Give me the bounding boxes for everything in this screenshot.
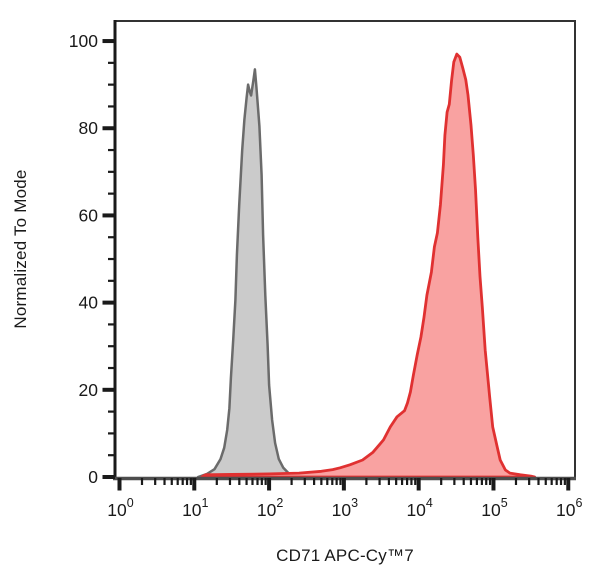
x-axis-title: CD71 APC-Cy™7 [276, 546, 414, 565]
y-axis-title: Normalized To Mode [11, 169, 30, 329]
y-tick-label: 60 [79, 205, 99, 225]
y-tick-label: 80 [79, 118, 99, 138]
y-tick-label: 20 [79, 380, 99, 400]
x-tick-label: 101 [182, 496, 208, 520]
y-tick-label: 100 [69, 31, 98, 51]
x-tick-label: 105 [481, 496, 507, 520]
x-tick-label: 104 [406, 496, 432, 520]
x-tick-label: 102 [257, 496, 283, 520]
y-tick-label: 40 [79, 293, 99, 313]
x-tick-label: 103 [332, 496, 358, 520]
histogram-curve-cd71-apc-cy7-stained [200, 52, 536, 479]
x-tick-label: 100 [107, 496, 133, 520]
y-tick-label: 0 [88, 467, 98, 487]
histogram-curve-negative-control-unstained [196, 68, 301, 479]
x-tick-label: 106 [556, 496, 582, 520]
